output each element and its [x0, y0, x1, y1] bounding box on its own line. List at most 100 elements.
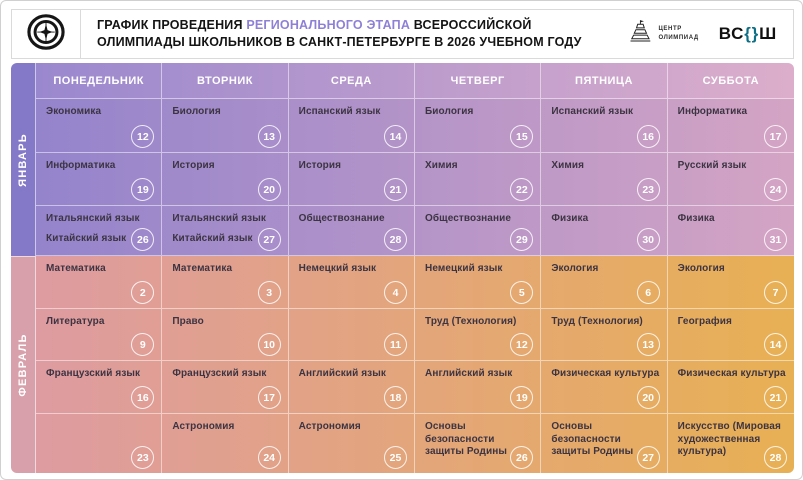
centre-olympiad-logo: ЦЕНТР ОЛИМПИАД [626, 18, 698, 50]
subject-label: Физическая культура [551, 368, 660, 379]
schedule-cell: Итальянский язык Китайский язык 27 [162, 206, 289, 256]
subject-label: Труд (Технология) [425, 316, 517, 327]
title-prefix: ГРАФИК ПРОВЕДЕНИЯ [97, 17, 247, 32]
subject-label: Английский язык [425, 368, 513, 379]
schedule-cell: Французский язык 16 [36, 361, 163, 414]
schedule-cell: Итальянский язык Китайский язык 26 [36, 206, 163, 256]
subject-label: Биология [172, 106, 221, 117]
month-block-february: ФЕВРАЛЬ [11, 256, 36, 473]
subject-label: Обществознание [425, 213, 511, 224]
date-badge: 4 [384, 281, 407, 304]
schedule-cell: Физическая культура 20 [541, 361, 668, 414]
subject-label: Химия [425, 160, 458, 171]
day-header: ВТОРНИК [162, 63, 289, 99]
subject-label: Китайский язык [172, 232, 253, 244]
date-badge: 23 [131, 446, 155, 469]
subject-label: Труд (Технология) [551, 316, 643, 327]
day-header: ПЯТНИЦА [541, 63, 668, 99]
subject-label: Обществознание [298, 213, 385, 224]
target-logo-box [12, 10, 81, 58]
subject-label: Немецкий язык [425, 263, 503, 274]
date-badge: 26 [131, 228, 155, 251]
date-badge: 27 [636, 446, 660, 469]
date-badge: 12 [510, 333, 534, 356]
centre-olympiad-line2: ОЛИМПИАД [658, 35, 699, 41]
date-badge: 19 [131, 178, 155, 201]
header-bar: ГРАФИК ПРОВЕДЕНИЯ РЕГИОНАЛЬНОГО ЭТАПА ВС… [11, 9, 794, 59]
date-badge: 5 [510, 281, 534, 304]
schedule-cell: Литература 9 [36, 309, 163, 361]
subject-label: Французский язык [46, 368, 141, 379]
date-badge: 20 [636, 386, 660, 409]
schedule-cell: История 21 [288, 153, 415, 206]
subject-label: Математика [46, 263, 106, 274]
day-header: ПОНЕДЕЛЬНИК [36, 63, 163, 99]
subject-label: География [677, 316, 732, 327]
schedule-cell: Математика 3 [162, 256, 289, 309]
page-title: ГРАФИК ПРОВЕДЕНИЯ РЕГИОНАЛЬНОГО ЭТАПА ВС… [81, 17, 626, 52]
schedule-cell: Физическая культура 21 [667, 361, 794, 414]
target-compass-icon [25, 11, 67, 58]
subject-label: Английский язык [298, 368, 386, 379]
date-badge: 27 [257, 228, 281, 251]
date-badge: 25 [384, 446, 407, 469]
schedule-cell: Физика 30 [541, 206, 668, 256]
subject-label: Физическая культура [677, 368, 786, 379]
schedule-cell: Основы безопасности защиты Родины 26 [415, 414, 542, 473]
schedule-cell: Астрономия 24 [162, 414, 289, 473]
day-header: СУББОТА [667, 63, 794, 99]
subject-label: Право [172, 316, 204, 327]
subject-label: Основы безопасности защиты Родины [425, 421, 507, 457]
date-badge: 6 [636, 281, 660, 304]
schedule-cell: Экономика 12 [36, 99, 163, 153]
subject-label: Физика [551, 213, 589, 224]
date-badge: 18 [384, 386, 407, 409]
schedule-cell: Основы безопасности защиты Родины 27 [541, 414, 668, 473]
subject-label: Испанский язык [551, 106, 634, 117]
date-badge: 11 [384, 333, 407, 356]
schedule-cell: История 20 [162, 153, 289, 206]
date-badge: 17 [764, 125, 787, 148]
schedule-cell: Испанский язык 16 [541, 99, 668, 153]
date-badge: 28 [764, 446, 787, 469]
schedule-cell: Испанский язык 14 [288, 99, 415, 153]
title-highlight: РЕГИОНАЛЬНОГО ЭТАПА [246, 17, 411, 32]
subject-label: Французский язык [172, 368, 267, 379]
subject-label: Испанский язык [298, 106, 381, 117]
vsosh-suffix: Ш [759, 24, 777, 43]
date-badge: 19 [510, 386, 534, 409]
grid-sections: Экономика 12 Биология 13 Испанский язык 14 Био… [36, 99, 794, 473]
subject-label: Информатика [46, 160, 116, 171]
date-badge: 14 [384, 125, 407, 148]
month-label-january: ЯНВАРЬ [17, 132, 29, 187]
subject-label: История [298, 160, 342, 171]
date-badge: 14 [764, 333, 787, 356]
date-badge: 22 [510, 178, 534, 201]
schedule-table: ЯНВАРЬ ФЕВРАЛЬ ПОНЕДЕЛЬНИК ВТОРНИК СРЕДА ЧЕТ… [11, 63, 794, 473]
date-badge: 13 [257, 125, 281, 148]
subject-label: Экология [677, 263, 725, 274]
subject-label: Немецкий язык [298, 263, 377, 274]
day-header: СРЕДА [288, 63, 415, 99]
date-badge: 12 [131, 125, 155, 148]
centre-olympiad-line1: ЦЕНТР [658, 26, 682, 33]
schedule-cell: Английский язык 18 [288, 361, 415, 414]
schedule-cell: Экология 7 [667, 256, 794, 309]
date-badge: 10 [257, 333, 281, 356]
subject-label: Итальянский язык [172, 213, 266, 224]
schedule-cell: Информатика 17 [667, 99, 794, 153]
schedule-cell: Биология 15 [415, 99, 542, 153]
date-badge: 24 [257, 446, 281, 469]
schedule-cell: Французский язык 17 [162, 361, 289, 414]
month-label-february: ФЕВРАЛЬ [17, 333, 29, 397]
schedule-cell: Труд (Технология) 12 [415, 309, 542, 361]
schedule-cell: Астрономия 25 [289, 414, 415, 473]
section-january: Экономика 12 Биология 13 Испанский язык 14 Био… [36, 99, 794, 256]
subject-label: Итальянский язык [46, 213, 140, 224]
subject-label: Астрономия [172, 421, 235, 432]
subject-label: Экология [551, 263, 599, 274]
date-badge: 30 [636, 228, 660, 251]
date-badge: 21 [764, 386, 787, 409]
schedule-cell: 23 [36, 414, 163, 473]
vsosh-prefix: ВС [718, 24, 745, 43]
